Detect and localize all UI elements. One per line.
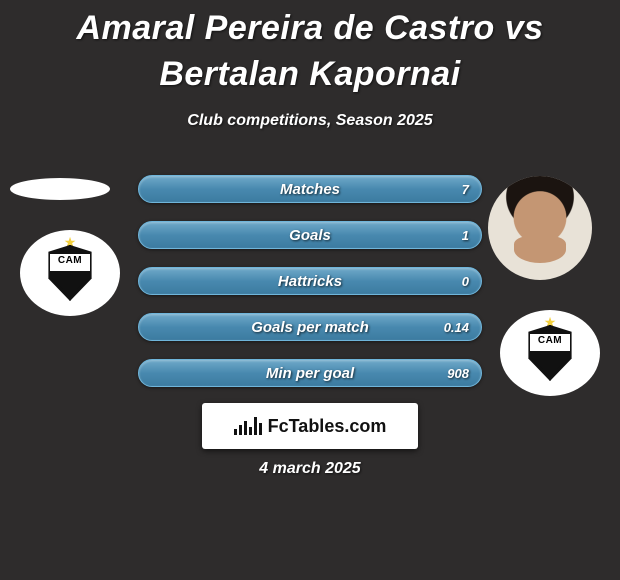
stat-label: Goals per match <box>251 319 369 336</box>
stat-row: Goals 1 <box>138 221 482 249</box>
club-crest-icon: ★ CAM <box>526 325 574 381</box>
stat-right-value: 908 <box>447 366 469 381</box>
comparison-title: Amaral Pereira de Castro vs Bertalan Kap… <box>0 0 620 98</box>
player-face-icon <box>488 176 592 280</box>
stat-label: Matches <box>280 181 340 198</box>
stat-right-value: 7 <box>462 182 469 197</box>
club-left-logo: ★ CAM <box>20 230 120 316</box>
club-abbrev: CAM <box>46 255 94 266</box>
stat-row: Goals per match 0.14 <box>138 313 482 341</box>
stats-panel: Matches 7 Goals 1 Hattricks 0 Goals per … <box>138 175 482 405</box>
stat-right-value: 0 <box>462 274 469 289</box>
club-crest-icon: ★ CAM <box>46 245 94 301</box>
stat-row: Matches 7 <box>138 175 482 203</box>
stat-right-value: 1 <box>462 228 469 243</box>
stat-right-value: 0.14 <box>444 320 469 335</box>
comparison-date: 4 march 2025 <box>0 460 620 478</box>
player-left-avatar <box>10 178 110 200</box>
source-badge-text: FcTables.com <box>268 416 387 437</box>
club-abbrev: CAM <box>526 335 574 346</box>
stat-row: Min per goal 908 <box>138 359 482 387</box>
source-badge[interactable]: FcTables.com <box>202 403 418 449</box>
stat-row: Hattricks 0 <box>138 267 482 295</box>
comparison-subtitle: Club competitions, Season 2025 <box>0 112 620 130</box>
player-right-avatar <box>488 176 592 280</box>
stat-label: Goals <box>289 227 331 244</box>
bar-chart-icon <box>234 417 262 435</box>
stat-label: Hattricks <box>278 273 342 290</box>
club-right-logo: ★ CAM <box>500 310 600 396</box>
stat-label: Min per goal <box>266 365 354 382</box>
